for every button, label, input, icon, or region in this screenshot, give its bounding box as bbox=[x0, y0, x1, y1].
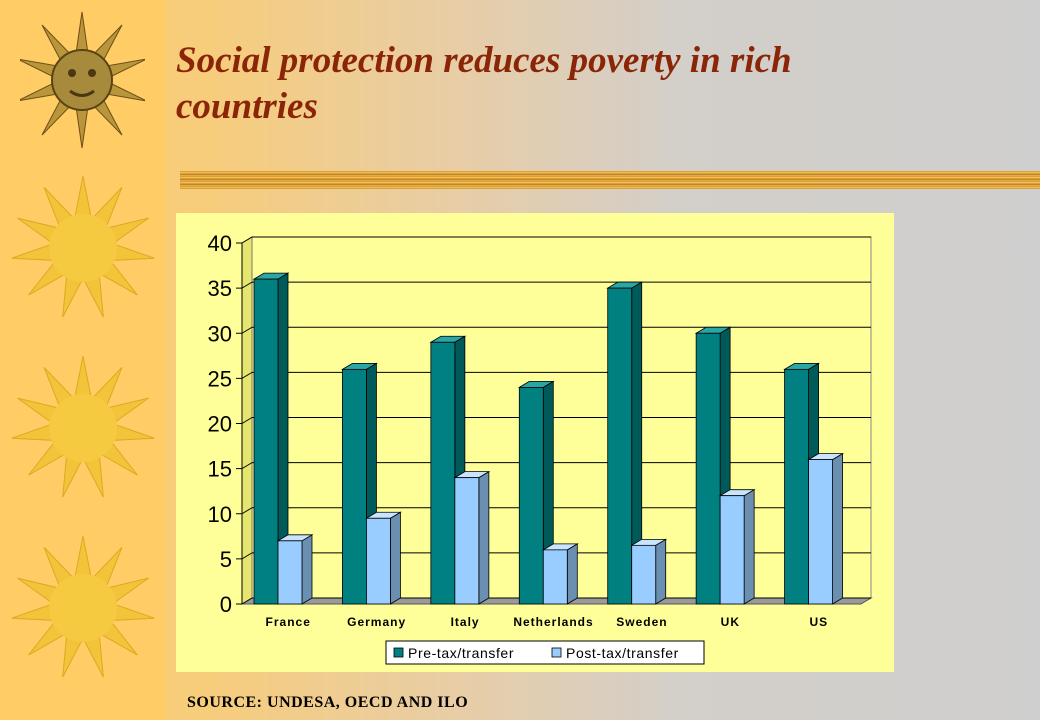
y-tick-label: 0 bbox=[220, 592, 232, 617]
x-tick-label: Italy bbox=[451, 615, 480, 629]
bar-pre-sweden bbox=[606, 281, 644, 605]
bar-post-uk bbox=[718, 488, 756, 605]
bar-post-us bbox=[807, 452, 845, 605]
bar-post-netherlands bbox=[541, 543, 579, 605]
sun-face-icon bbox=[17, 5, 147, 155]
sun-icon bbox=[8, 528, 158, 688]
y-tick-label: 25 bbox=[208, 366, 232, 391]
y-tick-label: 15 bbox=[208, 457, 232, 482]
bar-post-sweden bbox=[630, 538, 668, 605]
legend-label: Pre-tax/transfer bbox=[408, 645, 514, 661]
sun-icon bbox=[8, 348, 158, 508]
bar-post-france bbox=[276, 534, 314, 605]
gridline-side bbox=[241, 597, 253, 605]
gridline-side bbox=[241, 507, 253, 515]
gridline-side bbox=[241, 371, 253, 379]
gridline-side bbox=[241, 417, 253, 424]
slide-title: Social protection reduces poverty in ric… bbox=[176, 40, 792, 127]
gridline-side bbox=[241, 552, 253, 560]
legend-item-post: Post-tax/transfer bbox=[551, 645, 679, 661]
x-tick-label: Sweden bbox=[616, 615, 667, 629]
bar-post-germany bbox=[364, 511, 402, 605]
gridline-side bbox=[241, 462, 253, 470]
legend-item-pre: Pre-tax/transfer bbox=[393, 645, 514, 661]
y-tick-label: 10 bbox=[208, 502, 232, 527]
y-tick-label: 20 bbox=[208, 412, 232, 437]
x-tick-label: UK bbox=[721, 615, 740, 629]
poverty-bar-chart: 0 5 10 15 20 25 30 35 40 France Germany Italy Nether… bbox=[208, 231, 873, 665]
y-tick-label: 5 bbox=[220, 547, 232, 572]
x-tick-label: France bbox=[266, 615, 311, 629]
title-divider bbox=[180, 171, 1040, 189]
gridline-side bbox=[241, 326, 253, 334]
bar-pre-france bbox=[252, 272, 290, 605]
source-note: SOURCE: UNDESA, OECD AND ILO bbox=[187, 694, 469, 711]
x-tick-label: Netherlands bbox=[513, 615, 593, 629]
x-tick-label: Germany bbox=[347, 615, 406, 629]
gridline-side bbox=[241, 281, 253, 289]
y-tick-label: 30 bbox=[208, 321, 232, 346]
x-tick-label: US bbox=[809, 615, 828, 629]
bar-post-italy bbox=[453, 470, 491, 605]
legend-label: Post-tax/transfer bbox=[566, 645, 679, 661]
chart-panel: 0 5 10 15 20 25 30 35 40 France Germany Italy Nether… bbox=[176, 213, 894, 672]
chart-legend: Pre-tax/transfer Post-tax/transfer bbox=[385, 640, 705, 665]
y-tick-label: 40 bbox=[208, 231, 232, 256]
sun-icon bbox=[8, 168, 158, 328]
gridline-side bbox=[241, 236, 253, 244]
y-tick-label: 35 bbox=[208, 276, 232, 301]
